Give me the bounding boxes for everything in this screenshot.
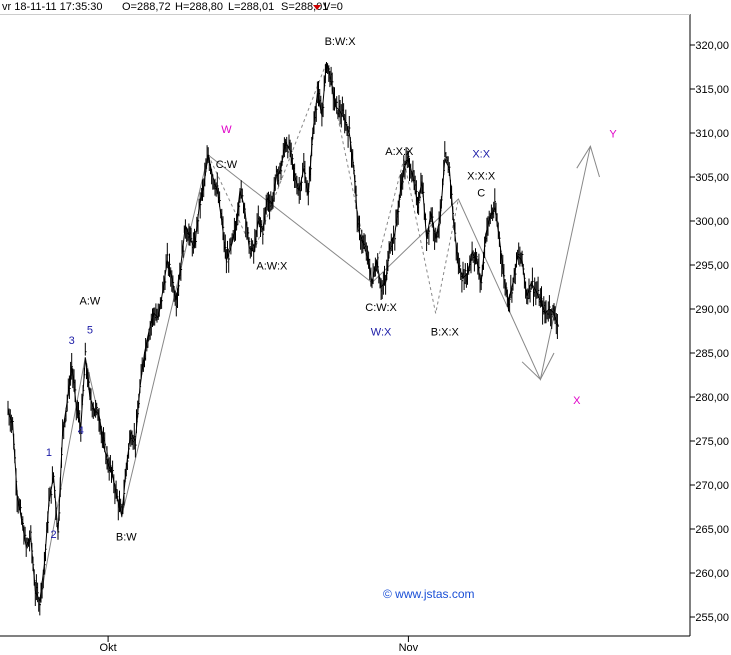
wave-label: W:X bbox=[371, 326, 392, 338]
y-tick-label: 255,00 bbox=[695, 612, 729, 624]
wave-label: A:W bbox=[80, 296, 101, 308]
y-tick-label: 275,00 bbox=[695, 436, 729, 448]
wave-label: B:W bbox=[116, 531, 137, 543]
wave-label: X:X:X bbox=[467, 171, 496, 183]
y-tick-label: 315,00 bbox=[695, 84, 729, 96]
wave-labels-layer: 1 2 3 4 5 A:W B:W C:W W A:W:X B:W:X C:W:X W:X A:X:X B:… bbox=[46, 36, 618, 543]
header-datetime: vr 18-11-11 17:35:30 bbox=[2, 1, 103, 13]
wave-label: X:X bbox=[472, 149, 490, 161]
x-axis-ticks: Okt Nov bbox=[100, 636, 419, 654]
wave-label: 2 bbox=[50, 529, 56, 541]
y-tick-label: 260,00 bbox=[695, 568, 729, 580]
header-high: H=288,80 bbox=[175, 1, 223, 13]
wave-line bbox=[576, 144, 600, 178]
wave-line bbox=[521, 352, 555, 381]
y-tick-label: 310,00 bbox=[695, 128, 729, 140]
wave-label: 4 bbox=[78, 425, 84, 437]
wave-label: C bbox=[477, 187, 485, 199]
wave-label: C:W:X bbox=[365, 302, 397, 314]
wave-label: W bbox=[221, 124, 232, 136]
y-tick-label: 265,00 bbox=[695, 524, 729, 536]
wave-label: B:X:X bbox=[431, 326, 460, 338]
wave-label: Y bbox=[609, 128, 617, 140]
x-tick-label: Nov bbox=[399, 642, 419, 654]
header-open: O=288,72 bbox=[122, 1, 171, 13]
wave-label: 1 bbox=[46, 447, 52, 459]
y-tick-label: 290,00 bbox=[695, 304, 729, 316]
y-tick-label: 270,00 bbox=[695, 480, 729, 492]
y-tick-label: 285,00 bbox=[695, 348, 729, 360]
wave-lines-layer bbox=[39, 60, 600, 602]
price-bars-layer bbox=[7, 62, 559, 616]
watermark: © www.jstas.com bbox=[383, 587, 475, 601]
header-low: L=288,01 bbox=[228, 1, 274, 13]
wave-label: B:W:X bbox=[325, 36, 357, 48]
y-axis-ticks: 255,00 260,00 265,00 270,00 275,00 280,00 285,… bbox=[690, 40, 729, 624]
wave-label: X bbox=[573, 395, 581, 407]
y-tick-label: 300,00 bbox=[695, 216, 729, 228]
header-close: S=288,01 bbox=[281, 1, 328, 13]
x-tick-label: Okt bbox=[100, 642, 117, 654]
wave-line bbox=[39, 146, 591, 602]
y-tick-label: 305,00 bbox=[695, 172, 729, 184]
header-volume: V=0 bbox=[323, 1, 343, 13]
y-tick-label: 320,00 bbox=[695, 40, 729, 52]
down-arrow-icon bbox=[313, 5, 321, 10]
wave-label: 3 bbox=[69, 335, 75, 347]
wave-label: 5 bbox=[87, 325, 93, 337]
wave-label: A:W:X bbox=[256, 260, 288, 272]
y-tick-label: 280,00 bbox=[695, 392, 729, 404]
price-line bbox=[7, 62, 559, 604]
wave-label: A:X:X bbox=[385, 146, 414, 158]
wave-label: C:W bbox=[216, 159, 238, 171]
y-tick-label: 295,00 bbox=[695, 260, 729, 272]
